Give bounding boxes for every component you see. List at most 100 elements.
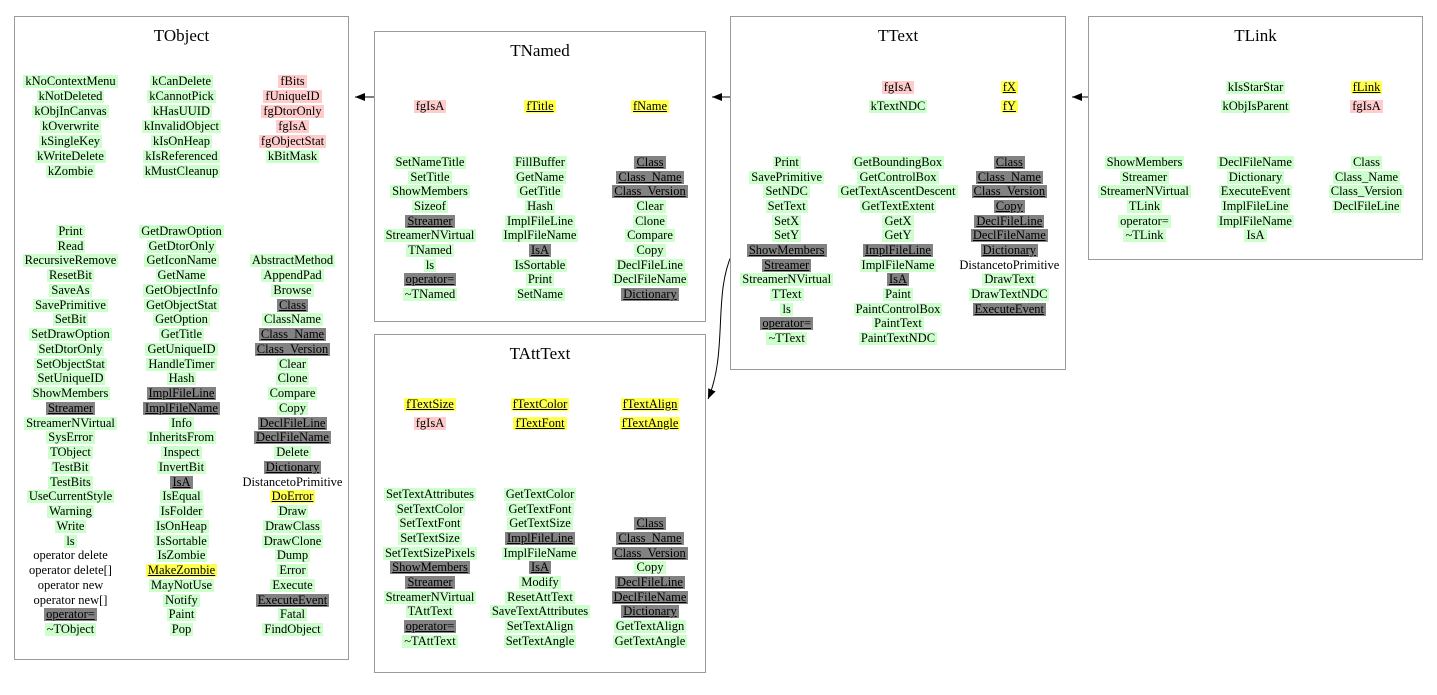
member-tobject[interactable]: TObject bbox=[48, 445, 93, 460]
member-getobjectinfo[interactable]: GetObjectInfo bbox=[143, 282, 220, 297]
class-title-ttext[interactable]: TText bbox=[877, 26, 919, 45]
member-funiqueid[interactable]: fUniqueID bbox=[263, 89, 322, 103]
member-class-name[interactable]: Class_Name bbox=[258, 327, 327, 342]
member-ls[interactable]: ls bbox=[64, 533, 77, 548]
member-geticonname[interactable]: GetIconName bbox=[144, 253, 219, 268]
member-usecurrentstyle[interactable]: UseCurrentStyle bbox=[26, 489, 115, 504]
member-testbit[interactable]: TestBit bbox=[50, 459, 91, 474]
member-gettextextent[interactable]: GetTextExtent bbox=[859, 198, 937, 213]
member-implfilename[interactable]: ImplFileName bbox=[1217, 213, 1294, 228]
member-gettextangle[interactable]: GetTextAngle bbox=[612, 633, 688, 648]
member-implfileline[interactable]: ImplFileLine bbox=[863, 242, 933, 257]
member-executeevent[interactable]: ExecuteEvent bbox=[972, 301, 1047, 316]
member-knotdeleted[interactable]: kNotDeleted bbox=[36, 89, 105, 103]
member-ls[interactable]: ls bbox=[423, 257, 437, 272]
member-fgisa[interactable]: fgIsA bbox=[413, 416, 447, 430]
member-invertbit[interactable]: InvertBit bbox=[156, 459, 207, 474]
member-ktextndc[interactable]: kTextNDC bbox=[868, 99, 928, 113]
member-gety[interactable]: GetY bbox=[882, 228, 914, 243]
member-saveprimitive[interactable]: SavePrimitive bbox=[33, 297, 108, 312]
member-declfilename[interactable]: DeclFileName bbox=[611, 589, 689, 604]
member-ls[interactable]: ls bbox=[780, 301, 793, 316]
member-fy[interactable]: fY bbox=[1000, 99, 1018, 113]
member-implfilename[interactable]: ImplFileName bbox=[501, 228, 579, 243]
member-settext[interactable]: SetText bbox=[765, 198, 808, 213]
member-ttext[interactable]: ~TText bbox=[766, 331, 807, 346]
member-streamernvirtual[interactable]: StreamerNVirtual bbox=[383, 589, 477, 604]
member-streamernvirtual[interactable]: StreamerNVirtual bbox=[1098, 184, 1191, 199]
member-dump[interactable]: Dump bbox=[274, 548, 311, 563]
member-setndc[interactable]: SetNDC bbox=[763, 184, 810, 199]
member-warning[interactable]: Warning bbox=[47, 504, 94, 519]
class-title-tlink[interactable]: TLink bbox=[1234, 26, 1277, 45]
member-implfileline[interactable]: ImplFileLine bbox=[505, 213, 575, 228]
member-tobject[interactable]: ~TObject bbox=[44, 622, 97, 637]
member-streamer[interactable]: Streamer bbox=[762, 257, 812, 272]
member-settextfont[interactable]: SetTextFont bbox=[397, 516, 463, 531]
member-class-name[interactable]: Class_Name bbox=[616, 531, 684, 546]
member-isa[interactable]: IsA bbox=[886, 272, 910, 287]
member-painttext[interactable]: PaintText bbox=[872, 316, 924, 331]
class-title-tnamed[interactable]: TNamed bbox=[510, 41, 570, 60]
member-class-name[interactable]: Class_Name bbox=[1332, 169, 1401, 184]
member-isonheap[interactable]: IsOnHeap bbox=[154, 518, 209, 533]
member-koverwrite[interactable]: kOverwrite bbox=[40, 119, 101, 133]
member-fgisa[interactable]: fgIsA bbox=[881, 80, 915, 94]
member-getcontrolbox[interactable]: GetControlBox bbox=[857, 169, 939, 184]
member-fgisa[interactable]: fgIsA bbox=[413, 99, 447, 113]
member-inheritsfrom[interactable]: InheritsFrom bbox=[146, 430, 217, 445]
member-paintcontrolbox[interactable]: PaintControlBox bbox=[853, 301, 943, 316]
member-operator[interactable]: operator= bbox=[760, 316, 814, 331]
member-implfilename[interactable]: ImplFileName bbox=[143, 400, 220, 415]
member-kisstarstar[interactable]: kIsStarStar bbox=[1225, 80, 1286, 94]
member-clear[interactable]: Clear bbox=[276, 356, 309, 371]
member-sety[interactable]: SetY bbox=[772, 228, 802, 243]
member-class-name[interactable]: Class_Name bbox=[616, 169, 684, 184]
member-kcannotpick[interactable]: kCannotPick bbox=[147, 89, 216, 103]
member-ftextalign[interactable]: fTextAlign bbox=[620, 397, 680, 411]
member-setobjectstat[interactable]: SetObjectStat bbox=[34, 356, 107, 371]
member-paint[interactable]: Paint bbox=[166, 607, 197, 622]
member-execute[interactable]: Execute bbox=[270, 577, 315, 592]
member-settextsize[interactable]: SetTextSize bbox=[398, 530, 462, 545]
member-gettitle[interactable]: GetTitle bbox=[517, 184, 563, 199]
member-streamernvirtual[interactable]: StreamerNVirtual bbox=[383, 228, 477, 243]
member-clone[interactable]: Clone bbox=[633, 213, 667, 228]
member-streamer[interactable]: Streamer bbox=[1119, 169, 1170, 184]
member-dictionary[interactable]: Dictionary bbox=[621, 604, 679, 619]
member-khasuuid[interactable]: kHasUUID bbox=[151, 104, 212, 118]
member-kisonheap[interactable]: kIsOnHeap bbox=[151, 134, 212, 148]
member-setbit[interactable]: SetBit bbox=[52, 312, 89, 327]
member-declfileline[interactable]: DeclFileLine bbox=[615, 257, 685, 272]
member-copy[interactable]: Copy bbox=[993, 198, 1025, 213]
member-savetextattributes[interactable]: SaveTextAttributes bbox=[489, 604, 591, 619]
member-implfilename[interactable]: ImplFileName bbox=[501, 545, 579, 560]
member-declfilename[interactable]: DeclFileName bbox=[611, 272, 689, 287]
member-maynotuse[interactable]: MayNotUse bbox=[148, 577, 215, 592]
member-fgisa[interactable]: fgIsA bbox=[276, 119, 309, 133]
member-kisreferenced[interactable]: kIsReferenced bbox=[143, 149, 220, 163]
member-ftitle[interactable]: fTitle bbox=[524, 99, 556, 113]
member-gettextalign[interactable]: GetTextAlign bbox=[613, 619, 687, 634]
member-tnamed[interactable]: ~TNamed bbox=[402, 287, 458, 302]
member-ftextangle[interactable]: fTextAngle bbox=[619, 416, 681, 430]
member-hash[interactable]: Hash bbox=[166, 371, 197, 386]
member-setnametitle[interactable]: SetNameTitle bbox=[393, 154, 467, 169]
member-class[interactable]: Class bbox=[634, 516, 666, 531]
member-print[interactable]: Print bbox=[772, 154, 801, 169]
member-declfilename[interactable]: DeclFileName bbox=[970, 228, 1048, 243]
member-saveas[interactable]: SaveAs bbox=[49, 282, 92, 297]
member-tlink[interactable]: TLink bbox=[1126, 198, 1163, 213]
member-setx[interactable]: SetX bbox=[772, 213, 802, 228]
member-showmembers[interactable]: ShowMembers bbox=[1104, 154, 1185, 169]
member-dictionary[interactable]: Dictionary bbox=[621, 287, 679, 302]
member-declfileline[interactable]: DeclFileLine bbox=[1331, 198, 1402, 213]
member-modify[interactable]: Modify bbox=[519, 574, 561, 589]
member-knocontextmenu[interactable]: kNoContextMenu bbox=[23, 74, 118, 88]
member-settextattributes[interactable]: SetTextAttributes bbox=[383, 486, 476, 501]
member-showmembers[interactable]: ShowMembers bbox=[390, 184, 470, 199]
member-ttext[interactable]: TText bbox=[769, 287, 804, 302]
class-title-tobject[interactable]: TObject bbox=[153, 26, 210, 45]
member-operator[interactable]: operator= bbox=[1118, 213, 1171, 228]
member-fname[interactable]: fName bbox=[630, 99, 669, 113]
